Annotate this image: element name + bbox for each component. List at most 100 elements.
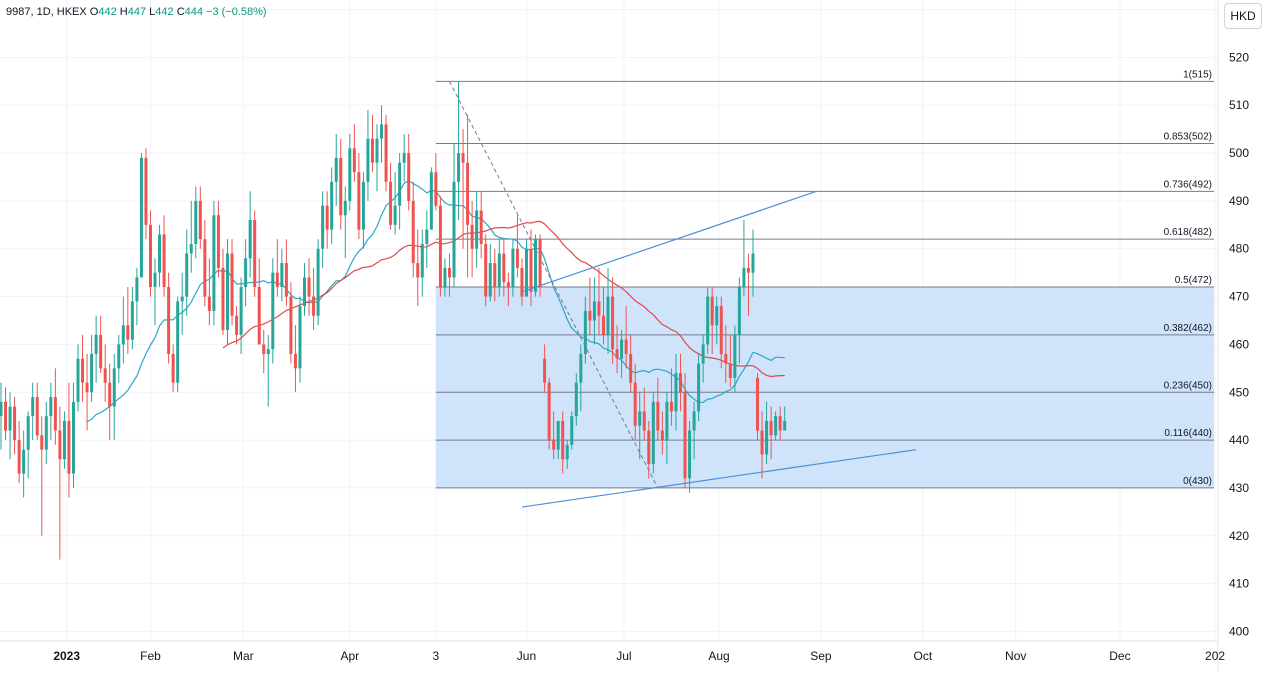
time-tick-label: Aug [708, 649, 729, 663]
candle-body [212, 215, 216, 311]
candle-down [660, 411, 664, 455]
time-tick-label: Oct [914, 649, 933, 663]
open-value: 442 [98, 6, 117, 18]
candle-up [475, 191, 479, 268]
candle-body [280, 263, 284, 288]
time-tick-label: Dec [1109, 649, 1130, 663]
candle-up [62, 411, 66, 469]
candle-up [688, 420, 692, 493]
candle-up [420, 229, 424, 297]
candle-up [303, 263, 307, 316]
candle-down [4, 387, 8, 441]
candle-body [293, 353, 297, 369]
fib-trend-dashed-line[interactable] [449, 81, 659, 489]
candle-down [198, 186, 202, 249]
candle-up [751, 229, 755, 297]
candle-body [552, 440, 556, 450]
candle-up [556, 420, 560, 460]
change-value: −3 (−0.58%) [206, 6, 267, 18]
candle-down [257, 258, 261, 345]
candle-body [574, 382, 578, 417]
candle-up [0, 382, 3, 450]
time-tick-label: 3 [433, 649, 440, 663]
candle-body [339, 157, 343, 216]
candle-down [466, 114, 470, 278]
candle-body [298, 306, 302, 369]
candle-body [746, 267, 750, 273]
candle-down [108, 363, 112, 441]
candle-body [547, 382, 551, 441]
candle-up [194, 186, 198, 259]
candle-body [497, 253, 501, 288]
candle-down [769, 406, 773, 460]
candle-up [139, 153, 143, 278]
candle-down [203, 220, 207, 307]
candle-body [660, 430, 664, 441]
candle-body [244, 258, 248, 288]
candle-body [588, 310, 592, 321]
high-value: 447 [127, 6, 147, 18]
candle-up [443, 258, 447, 297]
candle-body [352, 148, 356, 173]
candle-down [53, 368, 57, 445]
trendline[interactable] [521, 449, 917, 508]
candle-down [506, 272, 510, 307]
candle-down [484, 234, 488, 307]
candle-up [565, 440, 569, 469]
candle-body [597, 301, 601, 316]
candle-body [475, 210, 479, 249]
candle-body [484, 243, 488, 297]
candle-down [470, 200, 474, 278]
candle-body [742, 267, 746, 288]
open-label: O [89, 6, 99, 18]
candle-body [103, 368, 107, 383]
candle-down [148, 210, 152, 297]
candle-down [434, 153, 438, 211]
candle-body [502, 253, 506, 283]
candle-body [570, 416, 574, 445]
candle-up [697, 353, 701, 421]
candle-up [425, 210, 429, 268]
candle-up [22, 430, 26, 498]
candle-body [139, 157, 143, 278]
price-tick-label: 520 [1229, 50, 1249, 64]
candle-body [633, 382, 637, 426]
candle-body [710, 296, 714, 326]
candle-up [733, 325, 737, 393]
currency-button[interactable]: HKD [1224, 3, 1262, 29]
candle-body [35, 397, 39, 436]
candle-down [167, 272, 171, 364]
candle-body [620, 339, 624, 359]
candle-body [583, 310, 587, 354]
candle-body [126, 325, 130, 340]
candle-up [266, 334, 270, 407]
trendline[interactable] [521, 190, 817, 293]
candle-down [479, 191, 483, 259]
candle-body [312, 296, 316, 316]
candle-up [26, 411, 30, 479]
candle-body [275, 272, 279, 288]
candle-down [615, 325, 619, 374]
candle-body [733, 334, 737, 378]
candle-up [117, 334, 121, 383]
candle-down [81, 334, 85, 402]
candle-body [207, 296, 211, 311]
candle-down [207, 258, 211, 326]
candle-up [180, 272, 184, 335]
candle-up [429, 167, 433, 230]
fib-level-label: 0.116(440) [1164, 428, 1212, 439]
time-tick-label: Nov [1005, 649, 1026, 663]
time-tick-label: Apr [340, 649, 359, 663]
candle-up [692, 401, 696, 460]
candle-down [588, 277, 592, 335]
candle-up [606, 267, 610, 354]
candle-up [393, 172, 397, 235]
candle-body [348, 148, 352, 201]
candle-body [370, 138, 374, 163]
candle-up [511, 239, 515, 297]
candle-body [651, 401, 655, 465]
time-tick-label: Mar [233, 649, 254, 663]
candle-up [226, 239, 229, 345]
